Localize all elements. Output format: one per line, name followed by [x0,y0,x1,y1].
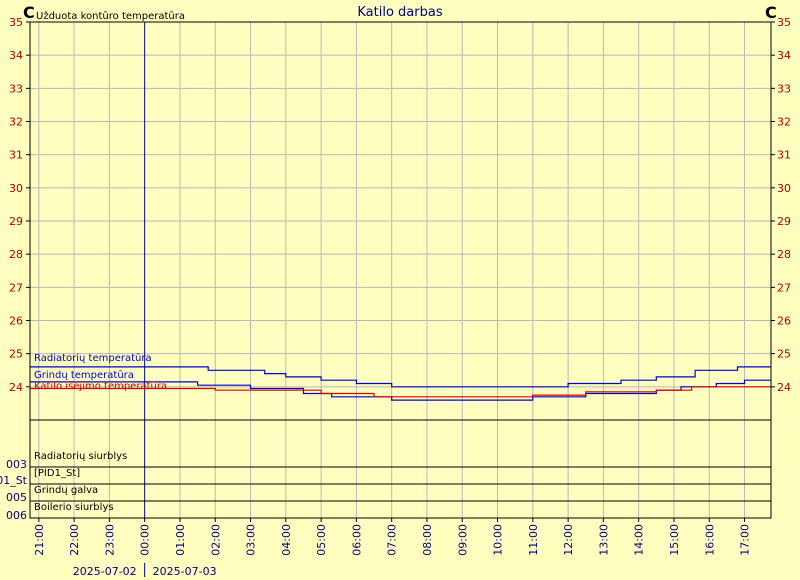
x-tick-label: 08:00 [421,524,434,556]
y-tick-label-left: 33 [9,82,23,95]
x-tick-label: 06:00 [350,524,363,556]
x-tick-label: 21:00 [33,524,46,556]
y-tick-label-left: 25 [9,348,23,361]
x-tick-label: 14:00 [633,524,646,556]
x-tick-label: 05:00 [315,524,328,556]
series-label: Katilo išėjimo temperatūra [34,380,167,392]
date-left: 2025-07-02 [73,565,137,578]
y-tick-label-left: 28 [9,248,23,261]
series-line-3 [30,386,771,398]
x-tick-label: 15:00 [668,524,681,556]
y-tick-label-left: 29 [9,215,23,228]
y-tick-label-left: 30 [9,182,23,195]
chart-title: Katilo darbas [357,5,442,20]
digital-channel-label: Boilerio siurblys [34,502,114,513]
y-tick-label-left: 34 [9,49,23,62]
x-tick-label: 22:00 [68,524,81,556]
digital-channel-code: 01_St [0,474,28,487]
digital-channel-label: [PID1_St] [34,468,80,479]
series-lines [30,366,771,401]
y-tick-label-left: 27 [9,281,23,294]
y-tick-label-right: 34 [777,49,791,62]
x-tick-label: 09:00 [456,524,469,556]
digital-channel-code: 006 [6,509,27,522]
x-tick-label: 17:00 [739,524,752,556]
y-tick-label-right: 25 [777,348,791,361]
digital-channel-code: 005 [6,491,27,504]
y-tick-label-left: 32 [9,116,23,129]
x-tick-label: 02:00 [209,524,222,556]
digital-channel-code: 003 [6,458,27,471]
y-tick-label-right: 31 [777,149,791,162]
x-tick-label: 11:00 [527,524,540,556]
y-tick-label-right: 26 [777,315,791,328]
digital-channel-label: Grindų galva [34,485,98,496]
y-unit-right: C [765,3,777,22]
y-tick-label-right: 24 [777,381,791,394]
x-tick-label: 00:00 [139,524,152,556]
date-right: 2025-07-03 [153,565,217,578]
y-tick-label-left: 26 [9,315,23,328]
digital-channel-label: Radiatorių siurblys [34,451,127,462]
series-label: Grindų temperatūra [34,370,134,381]
y-tick-label-left: 31 [9,149,23,162]
x-tick-label: 23:00 [103,524,116,556]
plot-frame [29,21,772,519]
y-tick-label-left: 24 [9,381,23,394]
x-tick-label: 13:00 [597,524,610,556]
x-tick-label: 04:00 [280,524,293,556]
x-tick-label: 10:00 [492,524,505,556]
y-tick-label-right: 33 [777,82,791,95]
x-tick-label: 03:00 [245,524,258,556]
x-tick-label: 12:00 [562,524,575,556]
x-tick-label: 16:00 [703,524,716,556]
y-tick-label-right: 29 [777,215,791,228]
x-tick-label: 01:00 [174,524,187,556]
digital-channels [30,419,771,502]
y-tick-label-right: 27 [777,281,791,294]
series-line-1 [30,366,771,388]
series-label: Radiatorių temperatūra [34,353,152,364]
y-tick-label-left: 35 [9,16,23,29]
axes [26,21,775,522]
y-tick-label-right: 30 [777,182,791,195]
grid [30,21,771,518]
y-tick-label-right: 32 [777,116,791,129]
y-tick-label-right: 28 [777,248,791,261]
x-tick-label: 07:00 [386,524,399,556]
y-tick-label-right: 35 [777,16,791,29]
y-unit-left: C [23,3,35,22]
setpoint-label: Užduota kontūro temperatūra [36,10,185,22]
labels: 35 35 34 34 33 33 32 32 31 31 30 30 29 29 28 28 27 27 26 26… [0,3,791,578]
